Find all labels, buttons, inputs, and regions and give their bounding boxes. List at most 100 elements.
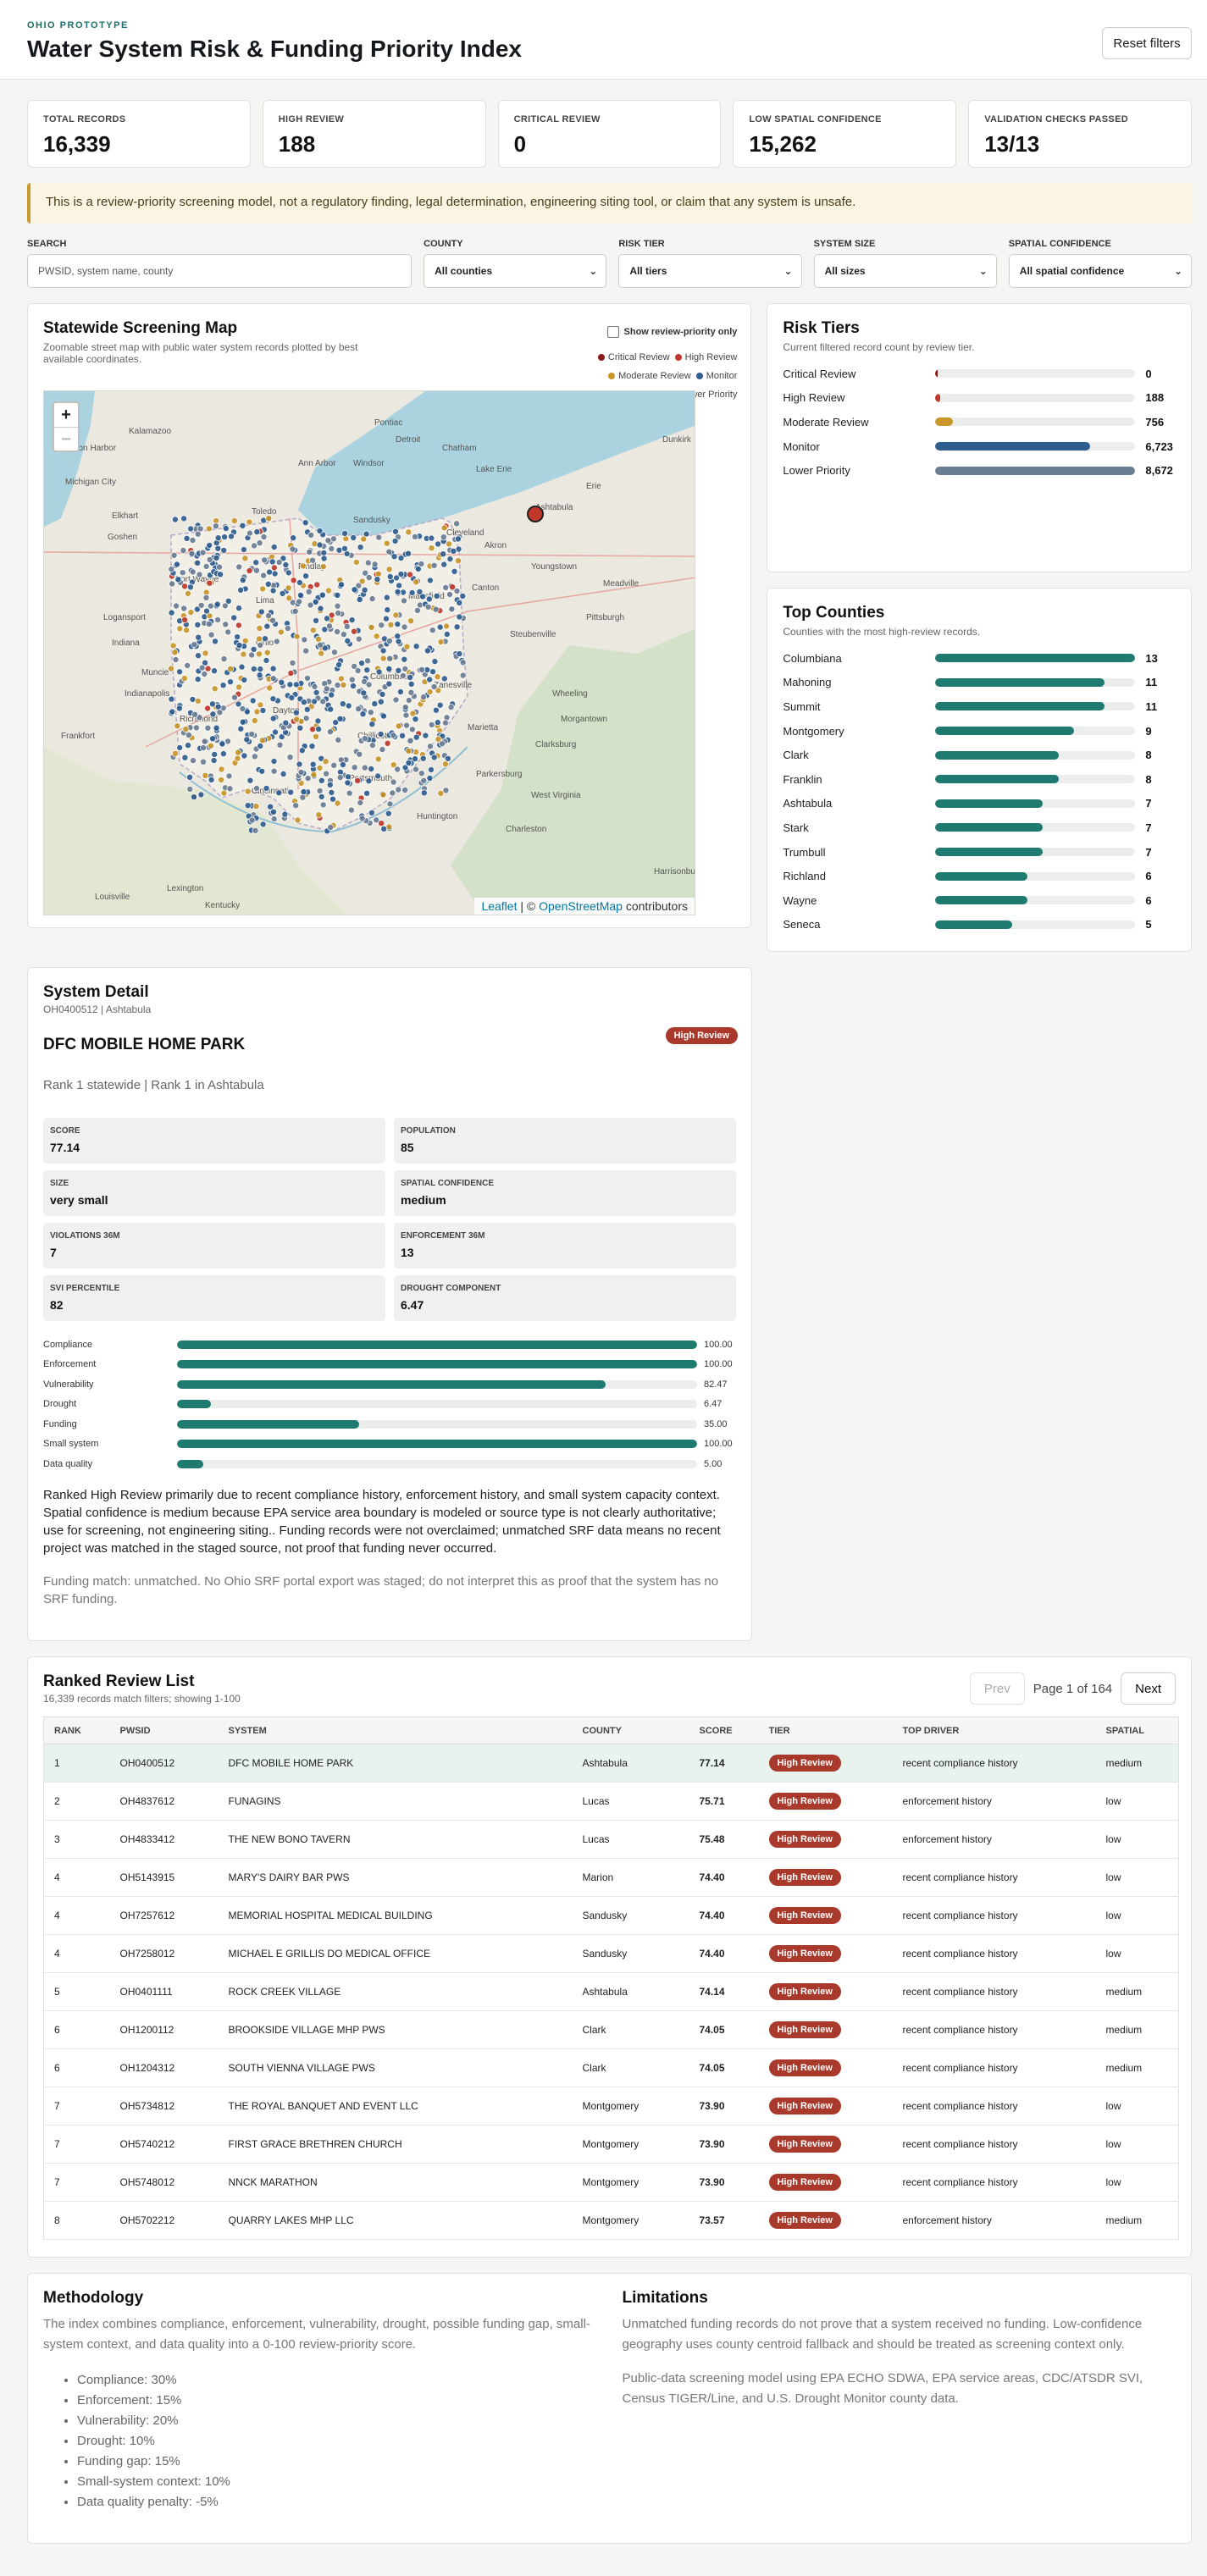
prev-page-button[interactable]: Prev	[969, 1672, 1025, 1705]
system-marker	[416, 588, 424, 595]
system-marker	[302, 647, 310, 655]
system-marker	[436, 701, 444, 709]
map-place-label: Elkhart	[112, 511, 138, 521]
system-marker	[184, 589, 191, 597]
system-marker	[290, 534, 297, 542]
table-row[interactable]: 6 OH1200112 BROOKSIDE VILLAGE MHP PWS Clark…	[43, 2010, 1179, 2049]
table-row[interactable]: 7 OH5734812 THE ROYAL BANQUET AND EVENT LL…	[43, 2087, 1179, 2125]
table-row[interactable]: 8 OH5702212 QUARRY LAKES MHP LLC Montgomery…	[43, 2201, 1179, 2240]
system-marker	[221, 533, 229, 541]
spatial-select[interactable]: All spatial confidence ⌄	[1008, 254, 1193, 288]
system-marker	[194, 559, 202, 567]
bar-fill	[935, 871, 1028, 881]
table-row[interactable]: 6 OH1204312 SOUTH VIENNA VILLAGE PWS Clark 7…	[43, 2048, 1179, 2087]
zoom-out-button[interactable]: −	[54, 427, 78, 451]
table-row[interactable]: 4 OH7258012 MICHAEL E GRILLIS DO MEDICAL O…	[43, 1934, 1179, 1973]
search-input[interactable]: PWSID, system name, county	[27, 254, 412, 288]
system-marker	[395, 666, 402, 674]
system-marker	[368, 765, 375, 772]
system-marker	[176, 625, 184, 633]
system-marker	[320, 549, 328, 556]
system-marker	[343, 622, 351, 630]
map-place-label: Cincinnati	[252, 787, 289, 796]
zoom-in-button[interactable]: +	[61, 406, 71, 424]
cell-system: DFC MOBILE HOME PARK	[218, 1744, 573, 1783]
table-row[interactable]: 4 OH5143915 MARY'S DAIRY BAR PWS Marion 74.4…	[43, 1858, 1179, 1897]
tier-select[interactable]: All tiers ⌄	[618, 254, 802, 288]
reset-filters-button[interactable]: Reset filters	[1102, 27, 1192, 59]
system-marker	[290, 577, 297, 584]
tiers-subtitle: Current filtered record count by review …	[783, 341, 975, 353]
map-canvas[interactable]: Detroit Pontiac Chatham Windsor Toledo Ann Ar…	[44, 391, 695, 915]
system-marker	[251, 753, 258, 760]
table-row[interactable]: 7 OH5748012 NNCK MARATHON Montgomery 73.90 Hi…	[43, 2163, 1179, 2202]
methodology-section: Methodology The index combines complianc…	[43, 2289, 597, 2528]
highway-3	[289, 517, 299, 789]
system-marker	[424, 603, 432, 611]
cell-driver: recent compliance history	[892, 1896, 1096, 1935]
system-marker	[451, 567, 458, 575]
map-place-label: Benton Harbor	[61, 444, 117, 453]
table-row[interactable]: 7 OH5740212 FIRST GRACE BRETHREN CHURCH Mon…	[43, 2125, 1179, 2164]
spatial-label: SPATIAL CONFIDENCE	[1008, 239, 1111, 249]
system-marker	[328, 788, 335, 796]
bar-row: Mahoning 11	[783, 671, 1176, 695]
system-marker	[271, 570, 279, 578]
map-place-label: Fort Wayne	[175, 575, 219, 584]
bar-label: Moderate Review	[783, 415, 869, 428]
system-marker	[227, 533, 235, 540]
table-row[interactable]: 3 OH4833412 THE NEW BONO TAVERN Lucas 75.48 H…	[43, 1820, 1179, 1859]
system-marker	[432, 605, 440, 613]
chevron-down-icon: ⌄	[978, 265, 988, 277]
table-row[interactable]: 5 OH0401111 ROCK CREEK VILLAGE Ashtabula 74.…	[43, 1972, 1179, 2011]
system-marker	[198, 664, 206, 672]
spatial-filter: SPATIAL CONFIDENCE All spatial confidenc…	[1008, 239, 1193, 288]
system-marker	[282, 719, 290, 727]
chevron-down-icon: ⌄	[1173, 265, 1183, 277]
system-marker	[454, 557, 462, 565]
weight-item: Drought: 10%	[77, 2431, 597, 2452]
table-row[interactable]: 4 OH7257612 MEMORIAL HOSPITAL MEDICAL BUIL…	[43, 1896, 1179, 1935]
system-marker	[202, 607, 210, 615]
leaflet-link[interactable]: Leaflet	[481, 899, 518, 913]
size-select[interactable]: All sizes ⌄	[813, 254, 997, 288]
component-row: Drought 6.47	[43, 1395, 736, 1415]
bar-row: Columbiana 13	[783, 646, 1176, 671]
system-marker	[355, 635, 363, 643]
system-marker	[257, 701, 264, 709]
cell-score: 74.40	[689, 1858, 759, 1897]
limitations-title: Limitations	[622, 2289, 708, 2307]
system-marker	[300, 699, 307, 706]
system-marker	[442, 583, 450, 591]
metric-box: SPATIAL CONFIDENCE medium	[394, 1170, 736, 1216]
statewide-map[interactable]: + − Detroit Pontiac Chatham Windsor Toledo An…	[43, 390, 695, 915]
stats-row: TOTAL RECORDS 16,339 HIGH REVIEW 188 CRI…	[27, 100, 1192, 168]
component-label: Compliance	[43, 1339, 93, 1350]
table-row[interactable]: 2 OH4837612 FUNAGINS Lucas 75.71 High Review e…	[43, 1782, 1179, 1821]
system-marker	[320, 555, 328, 562]
system-marker	[407, 617, 415, 625]
system-marker	[356, 750, 363, 758]
next-page-button[interactable]: Next	[1121, 1672, 1176, 1705]
system-marker	[180, 674, 188, 682]
bar-row: Seneca 5	[783, 913, 1176, 937]
wv-hills	[451, 628, 695, 915]
system-marker	[400, 597, 407, 605]
metric-value: very small	[50, 1193, 108, 1207]
checkbox[interactable]	[606, 326, 619, 338]
system-marker	[383, 594, 390, 601]
system-marker	[263, 649, 271, 656]
osm-link[interactable]: OpenStreetMap	[539, 899, 623, 913]
cell-driver: recent compliance history	[892, 2087, 1096, 2125]
table-row[interactable]: 1 OH0400512 DFC MOBILE HOME PARK Ashtabula 7…	[43, 1744, 1179, 1783]
county-select[interactable]: All counties ⌄	[424, 254, 607, 288]
system-marker	[226, 665, 234, 672]
system-marker	[241, 752, 248, 760]
cell-county: Clark	[572, 2048, 689, 2087]
review-priority-toggle[interactable]: Show review-priority only	[559, 323, 737, 341]
system-marker	[396, 582, 403, 589]
cell-spatial: low	[1095, 2087, 1179, 2125]
component-value: 6.47	[704, 1399, 723, 1410]
system-marker	[309, 760, 317, 768]
col-tier: TIER	[758, 1716, 893, 1744]
